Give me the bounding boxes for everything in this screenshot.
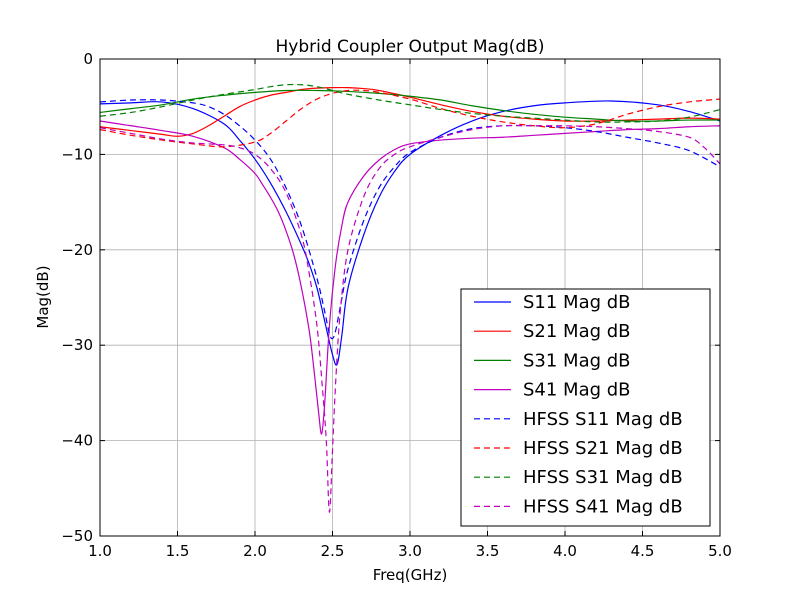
legend: S11 Mag dB S21 Mag dB S31 Mag dB S41 Mag dB… <box>460 288 711 527</box>
x-tick-label: 1.0 <box>88 542 112 560</box>
legend-label: HFSS S41 Mag dB <box>523 496 683 517</box>
x-tick-label: 1.5 <box>166 542 190 560</box>
series-line-s11-mag-db <box>99 100 721 366</box>
x-tick-label: 5.0 <box>708 542 732 560</box>
axis-ticks: 1.0 1.5 2.0 2.5 3.0 3.5 4.0 4.5 5.0 0 −10 −20 −30 −40… <box>61 50 732 560</box>
series-line-hfss-s41-mag-db <box>99 124 721 513</box>
x-tick-label: 2.5 <box>321 542 345 560</box>
legend-label: S21 Mag dB <box>523 321 631 342</box>
legend-label: S41 Mag dB <box>523 380 631 401</box>
series-line-s41-mag-db <box>99 120 721 435</box>
x-tick-label: 4.5 <box>631 542 655 560</box>
y-tick-label: −30 <box>61 336 93 354</box>
legend-box <box>460 288 711 527</box>
legend-label: S31 Mag dB <box>523 350 631 371</box>
legend-label: S11 Mag dB <box>523 292 631 313</box>
x-tick-label: 2.0 <box>243 542 267 560</box>
legend-label: HFSS S21 Mag dB <box>523 438 683 459</box>
series-lines <box>99 83 721 513</box>
series-line-hfss-s11-mag-db <box>99 99 721 340</box>
y-tick-label: −20 <box>61 241 93 259</box>
y-tick-label: 0 <box>83 50 93 68</box>
series-line-hfss-s21-mag-db <box>99 89 721 148</box>
x-tick-label: 3.0 <box>398 542 422 560</box>
y-axis-label: Mag(dB) <box>34 265 52 328</box>
x-tick-label: 4.0 <box>553 542 577 560</box>
y-tick-label: −10 <box>61 145 93 163</box>
x-axis-label: Freq(GHz) <box>373 566 448 584</box>
series-line-hfss-s31-mag-db <box>99 83 721 123</box>
y-tick-label: −40 <box>61 432 93 450</box>
y-tick-label: −50 <box>61 527 93 545</box>
legend-label: HFSS S31 Mag dB <box>523 467 683 488</box>
chart-title: Hybrid Coupler Output Mag(dB) <box>275 37 544 57</box>
legend-label: HFSS S11 Mag dB <box>523 409 683 430</box>
series-line-s21-mag-db <box>99 86 721 137</box>
x-tick-label: 3.5 <box>476 542 500 560</box>
